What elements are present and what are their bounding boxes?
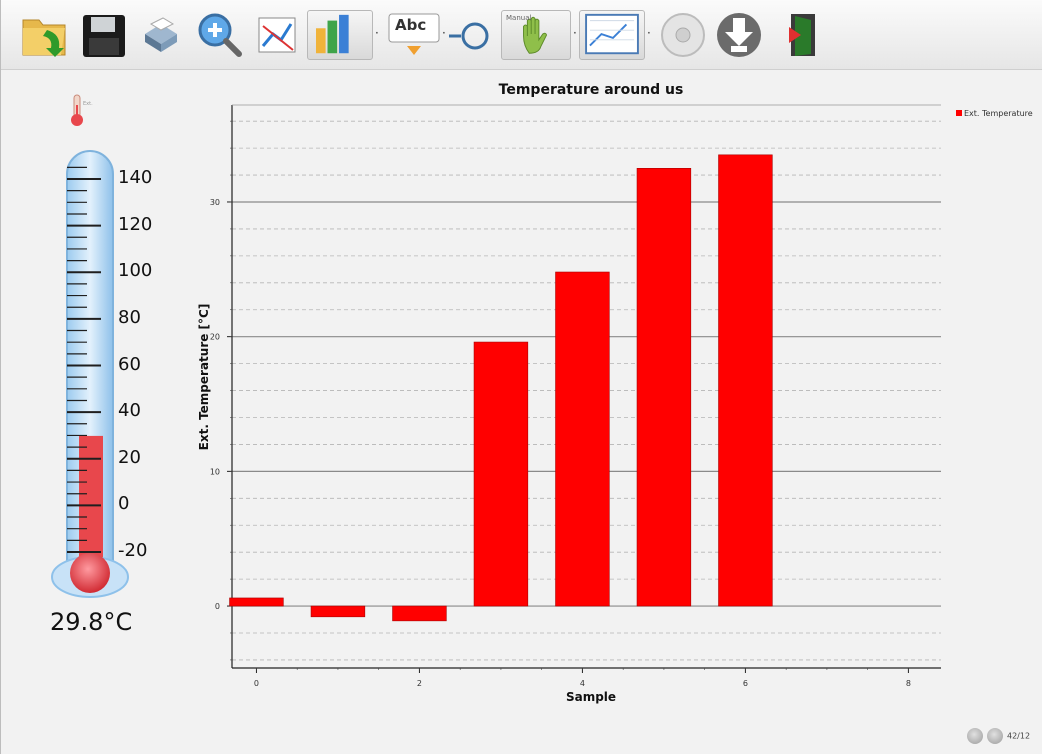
legend-swatch	[956, 110, 962, 116]
record-icon[interactable]	[657, 10, 709, 60]
settings-icon[interactable]	[967, 728, 983, 744]
thermometer-scale-label: 0	[118, 493, 130, 515]
manual-hand-icon[interactable]: Manual	[501, 10, 571, 60]
line-chart-icon[interactable]	[253, 10, 301, 60]
print-icon[interactable]	[139, 10, 183, 60]
bar-sample-4	[555, 271, 610, 607]
bar-chart-dropdown[interactable]: ·	[375, 26, 379, 40]
y-tick-label: 20	[210, 333, 220, 342]
marker-icon[interactable]	[447, 10, 493, 60]
x-axis-label: Sample	[565, 690, 617, 704]
x-tick-label: 8	[906, 679, 911, 688]
thermometer-scale-label: 80	[118, 306, 141, 328]
exit-icon[interactable]	[771, 10, 823, 60]
x-tick-label: 0	[254, 679, 259, 688]
bar-sample-0	[229, 597, 284, 607]
y-axis-label: Ext. Temperature [°C]	[197, 303, 211, 451]
thermometer-scale-label: 100	[118, 260, 153, 282]
open-folder-icon[interactable]	[19, 10, 71, 60]
zoom-icon[interactable]	[193, 10, 245, 60]
x-tick-label: 6	[743, 679, 748, 688]
bar-sample-2	[392, 605, 447, 622]
status-text: 42/12	[1007, 731, 1031, 741]
temperature-reading: 29.8°C	[50, 608, 133, 636]
thermometer-scale-label: -20	[118, 540, 148, 561]
chart-legend: Ext. Temperature	[956, 109, 1033, 118]
thermometer-gauge: Ext.	[41, 85, 191, 645]
thermometer-icon-caption: Ext.	[83, 101, 93, 107]
download-icon[interactable]	[713, 10, 765, 60]
manual-dropdown[interactable]: ·	[573, 26, 577, 40]
config-icon[interactable]	[987, 728, 1003, 744]
x-tick-label: 4	[580, 679, 585, 688]
y-tick-label: 30	[210, 198, 220, 207]
thermometer-icon: Ext.	[71, 94, 93, 126]
x-tick-label: 2	[417, 679, 422, 688]
y-tick-label: 10	[210, 467, 220, 476]
bar-sample-3	[473, 341, 529, 607]
auto-scale-icon[interactable]	[579, 10, 645, 60]
thermometer-scale-label: 120	[118, 213, 153, 235]
thermometer-scale-label: 60	[118, 353, 141, 375]
bar-sample-6	[718, 154, 773, 607]
legend-label: Ext. Temperature	[964, 109, 1033, 118]
thermometer-scale-label: 40	[118, 400, 141, 422]
bar-chart-icon[interactable]	[307, 10, 373, 60]
y-tick-label: 0	[215, 602, 220, 611]
save-icon[interactable]	[79, 10, 129, 60]
thermometer-scale-label: 20	[118, 446, 141, 468]
manual-caption: Manual	[506, 14, 532, 22]
auto-scale-dropdown[interactable]: ·	[647, 26, 651, 40]
text-label-dropdown[interactable]: ·	[442, 26, 446, 40]
thermometer-bulb	[70, 553, 110, 593]
chart-title: Temperature around us	[498, 82, 684, 98]
thermometer-scale-label: 140	[118, 167, 153, 188]
status-bar: 42/12	[967, 728, 1030, 744]
bar-sample-5	[636, 168, 692, 607]
text-label-icon[interactable]: Abc	[387, 10, 441, 60]
text-label-caption: Abc	[395, 16, 427, 34]
bar-sample-1	[310, 605, 366, 618]
bar-chart: 0 10 20 30 0 2 4 6 8	[181, 80, 1042, 720]
toolbar: · Abc · Manual · ·	[1, 0, 1042, 70]
